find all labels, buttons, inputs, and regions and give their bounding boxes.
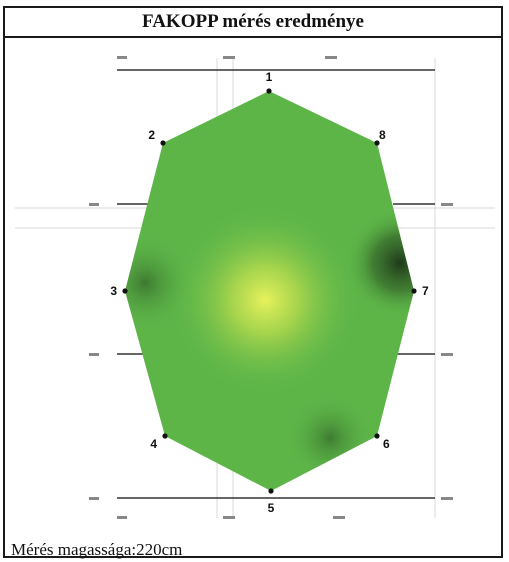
sensor-dot [162,433,168,439]
sensor-points: 1 2 3 4 5 6 7 8 [110,70,429,515]
bright-zone-center [125,91,414,491]
tick-mark [441,353,453,356]
tick-mark [441,497,453,500]
sensor-label: 4 [150,437,157,451]
sensor-dot [411,288,417,294]
tick-mark [117,56,127,59]
sensor-label: 7 [422,284,429,298]
tick-mark [89,203,99,206]
measurement-height-caption: Mérés magassága:220cm [11,540,183,559]
tomogram-plot: 1 2 3 4 5 6 7 8 [5,38,501,536]
sensor-dot [374,140,380,146]
sensor-label: 1 [266,70,273,84]
sensor-label: 5 [268,501,275,515]
sensor-dot [122,288,128,294]
tick-mark [223,516,235,519]
sensor-dot [268,488,274,494]
tick-mark [441,203,453,206]
tick-marks [89,56,453,519]
sensor-dot [374,433,380,439]
sensor-dot [266,88,272,94]
sensor-dot [160,140,166,146]
sensor-label: 8 [379,128,386,142]
result-frame: FAKOPP mérés eredménye [3,6,503,559]
sensor-label: 3 [110,284,117,298]
tick-mark [89,497,99,500]
tick-mark [117,516,127,519]
tomogram-cross-section [125,91,414,491]
title-bar: FAKOPP mérés eredménye [5,8,501,38]
tick-mark [333,516,345,519]
tomogram-svg: 1 2 3 4 5 6 7 8 [15,56,495,519]
tick-mark [325,56,337,59]
tick-mark [223,56,235,59]
tick-mark [89,353,99,356]
sensor-label: 6 [383,437,390,451]
page-title: FAKOPP mérés eredménye [142,11,364,32]
sensor-label: 2 [148,128,155,142]
